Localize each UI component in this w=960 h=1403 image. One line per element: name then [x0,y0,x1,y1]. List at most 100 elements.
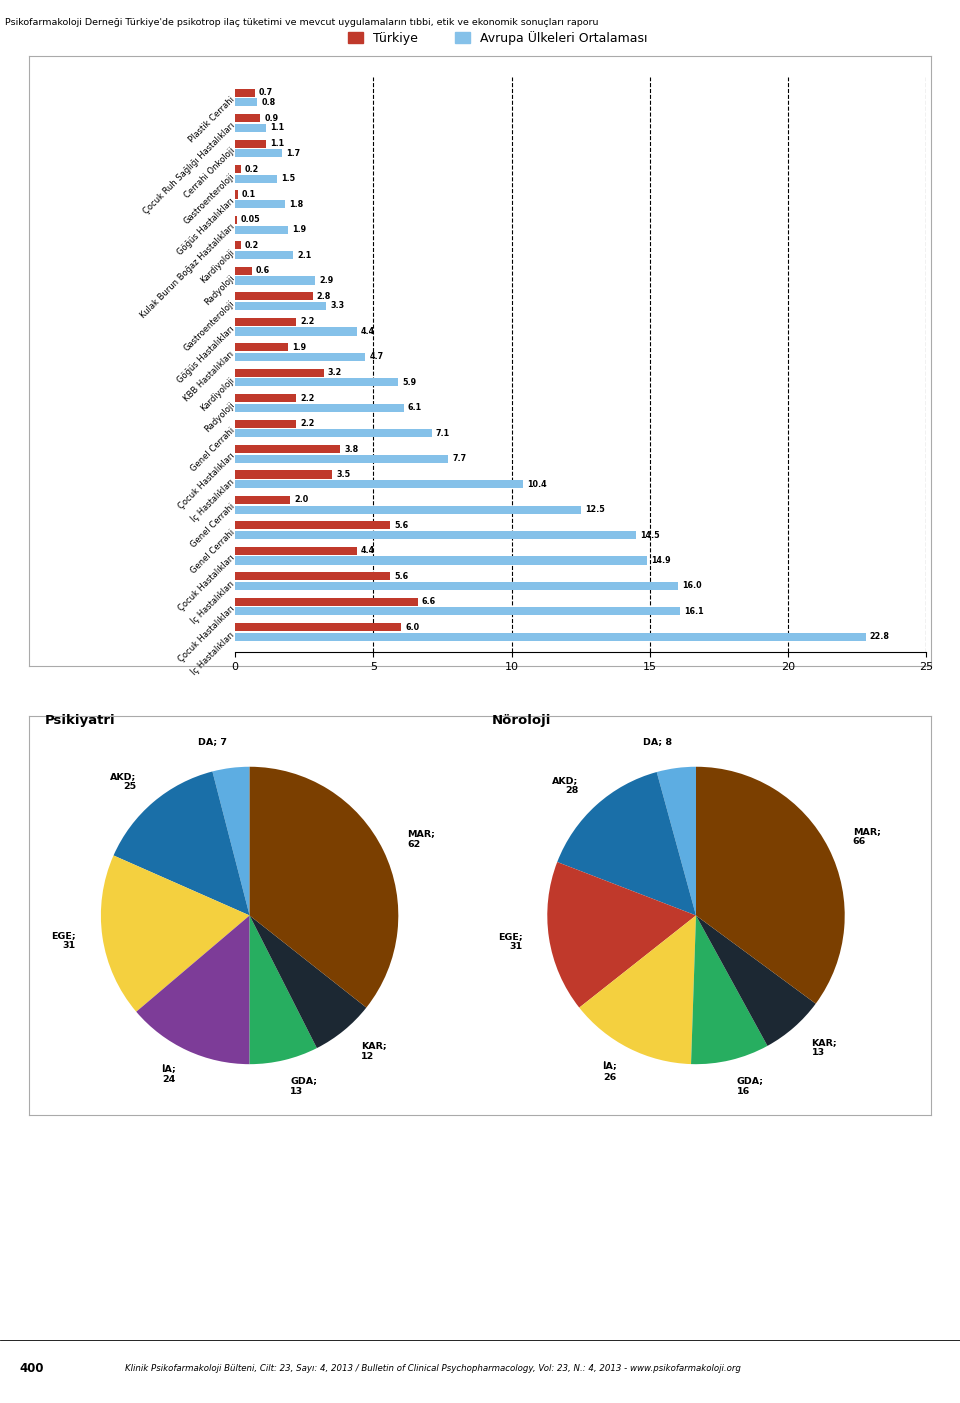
Text: 4.4: 4.4 [361,546,375,556]
Bar [235,394,296,403]
Text: *(Kısatmalar: AKD: Akdeniz Bölgesi, DA: Doğu Anadolu Bölgesi, GDA; Güneydoğu Ana: *(Kısatmalar: AKD: Akdeniz Bölgesi, DA: … [8,1170,808,1180]
Text: 2.0: 2.0 [295,495,309,505]
Wedge shape [212,766,250,916]
Bar [235,267,252,275]
Bar [235,276,316,285]
Text: 2.9: 2.9 [320,276,334,285]
Wedge shape [250,916,367,1048]
Text: 400: 400 [19,1362,44,1375]
Legend: Türkiye, Avrupa Ülkeleri Ortalaması: Türkiye, Avrupa Ülkeleri Ortalaması [343,25,653,51]
Text: 10.4: 10.4 [527,480,546,488]
Text: İA;
26: İA; 26 [602,1062,617,1082]
Text: AKD;
25: AKD; 25 [109,772,136,791]
Text: 2.8: 2.8 [317,292,331,300]
Bar [235,623,401,631]
Text: MAR;
62: MAR; 62 [407,829,436,849]
Bar [235,607,681,616]
Wedge shape [657,766,696,916]
Text: 14.9: 14.9 [651,556,671,565]
Bar [235,344,288,351]
Text: 1.5: 1.5 [281,174,295,184]
Bar [235,292,313,300]
Bar [235,470,332,478]
Bar [235,327,357,335]
Bar [235,598,418,606]
Wedge shape [557,772,696,916]
Text: 0.1: 0.1 [242,189,256,199]
Bar [235,480,523,488]
Text: GDA;
16: GDA; 16 [736,1076,764,1096]
Text: 3.2: 3.2 [327,368,342,377]
Text: 5.9: 5.9 [402,377,417,387]
Text: 14.5: 14.5 [640,530,660,540]
Text: 0.6: 0.6 [256,267,270,275]
Text: Nöroloji: Nöroloji [492,714,551,727]
Wedge shape [250,766,398,1007]
Text: 1.1: 1.1 [270,123,284,132]
Bar [235,379,398,386]
Text: 1.9: 1.9 [292,342,306,352]
Text: MAR;
66: MAR; 66 [852,826,880,846]
Wedge shape [113,772,250,916]
Text: KAR;
13: KAR; 13 [811,1038,837,1058]
Text: 12.5: 12.5 [585,505,605,513]
Text: DA; 7: DA; 7 [199,737,228,746]
Text: 2.1: 2.1 [298,251,312,260]
Bar [235,114,260,122]
Text: GDA;
13: GDA; 13 [291,1076,318,1096]
Bar [235,572,390,581]
Bar [235,547,357,556]
Text: 4.4: 4.4 [361,327,375,335]
Bar [235,139,266,147]
Text: Grafik 18: Bölgelere göre psikiyatrist (1775) ve nörolog (1927) dağılımı (Ağusto: Grafik 18: Bölgelere göre psikiyatrist (… [8,1135,621,1145]
Text: 7.7: 7.7 [452,455,467,463]
Bar [235,404,404,412]
Wedge shape [250,916,317,1065]
Text: 4.7: 4.7 [370,352,383,362]
Text: 0.8: 0.8 [261,98,276,107]
Bar [235,302,326,310]
Text: 16.1: 16.1 [684,607,704,616]
Bar [235,174,276,182]
Bar [235,582,678,591]
Wedge shape [547,861,696,1007]
Bar [235,429,431,438]
Text: 3.3: 3.3 [330,302,345,310]
Text: 3.8: 3.8 [345,445,359,453]
Text: EGE;
31: EGE; 31 [51,932,76,950]
Bar [235,455,448,463]
Bar [235,149,282,157]
Text: 3.5: 3.5 [336,470,350,478]
Text: 2.2: 2.2 [300,317,315,327]
Wedge shape [579,916,696,1063]
Text: 0.05: 0.05 [241,216,260,224]
Text: 0.2: 0.2 [245,241,259,250]
Text: KAR;
12: KAR; 12 [361,1041,386,1061]
Text: İA;
24: İA; 24 [161,1065,176,1085]
Text: 6.1: 6.1 [408,403,422,412]
Text: Psikiyatri: Psikiyatri [45,714,116,727]
Bar [235,241,241,250]
Bar [235,352,365,361]
Bar [235,88,254,97]
Text: 2.2: 2.2 [300,419,315,428]
Text: 7.1: 7.1 [436,429,450,438]
Text: 1.1: 1.1 [270,139,284,149]
Wedge shape [696,766,845,1003]
Bar [235,98,257,107]
Bar [235,530,636,539]
Text: 1.7: 1.7 [286,149,300,157]
Text: 22.8: 22.8 [870,633,890,641]
Bar [235,251,293,260]
Text: 5.6: 5.6 [395,521,408,530]
Wedge shape [691,916,767,1065]
Text: 0.2: 0.2 [245,164,259,174]
Text: 6.6: 6.6 [421,598,436,606]
Text: 2.2: 2.2 [300,394,315,403]
Bar [235,216,236,224]
Bar [235,191,238,199]
Text: EGE;
31: EGE; 31 [498,932,522,951]
Bar [235,557,647,564]
Bar [235,369,324,377]
Bar [235,226,288,234]
